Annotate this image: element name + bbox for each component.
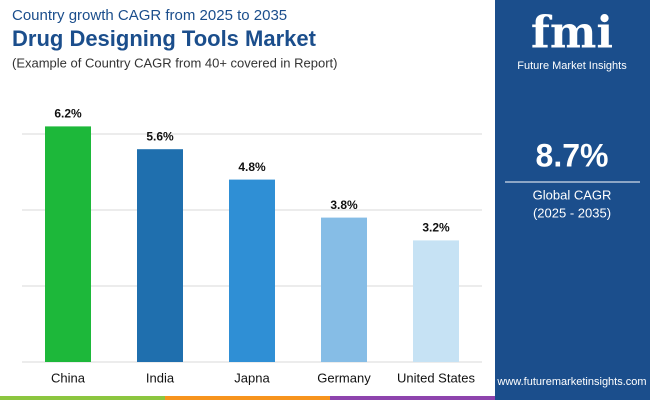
data-label: 4.8% xyxy=(238,160,266,174)
x-tick-label: Germany xyxy=(317,370,371,385)
data-label: 3.2% xyxy=(422,221,450,235)
subtitle: (Example of Country CAGR from 40+ covere… xyxy=(12,55,338,70)
data-label: 3.8% xyxy=(330,198,358,212)
x-tick-label: India xyxy=(146,370,175,385)
data-label: 5.6% xyxy=(146,129,174,143)
x-tick-label: United States xyxy=(397,370,476,385)
footer-stripe xyxy=(0,396,165,400)
chart-title: Drug Designing Tools Market xyxy=(12,26,317,51)
bar xyxy=(137,149,183,362)
brand: Future Market Insights xyxy=(517,60,627,72)
supertitle: Country growth CAGR from 2025 to 2035 xyxy=(12,7,287,24)
bar xyxy=(45,126,91,363)
logo: fmi xyxy=(531,8,613,59)
bar xyxy=(321,217,367,362)
x-tick-label: Japna xyxy=(234,370,270,385)
bar xyxy=(229,179,275,362)
bar xyxy=(413,240,459,362)
cagr-period: (2025 - 2035) xyxy=(533,205,611,220)
data-label: 6.2% xyxy=(54,107,82,121)
side-panel xyxy=(495,0,650,400)
url: www.futuremarketinsights.com xyxy=(496,376,646,388)
cagr-value: 8.7% xyxy=(536,137,609,173)
footer-stripe xyxy=(165,396,330,400)
footer-stripe xyxy=(330,396,495,400)
cagr-label: Global CAGR xyxy=(533,187,612,202)
x-tick-label: China xyxy=(51,370,86,385)
